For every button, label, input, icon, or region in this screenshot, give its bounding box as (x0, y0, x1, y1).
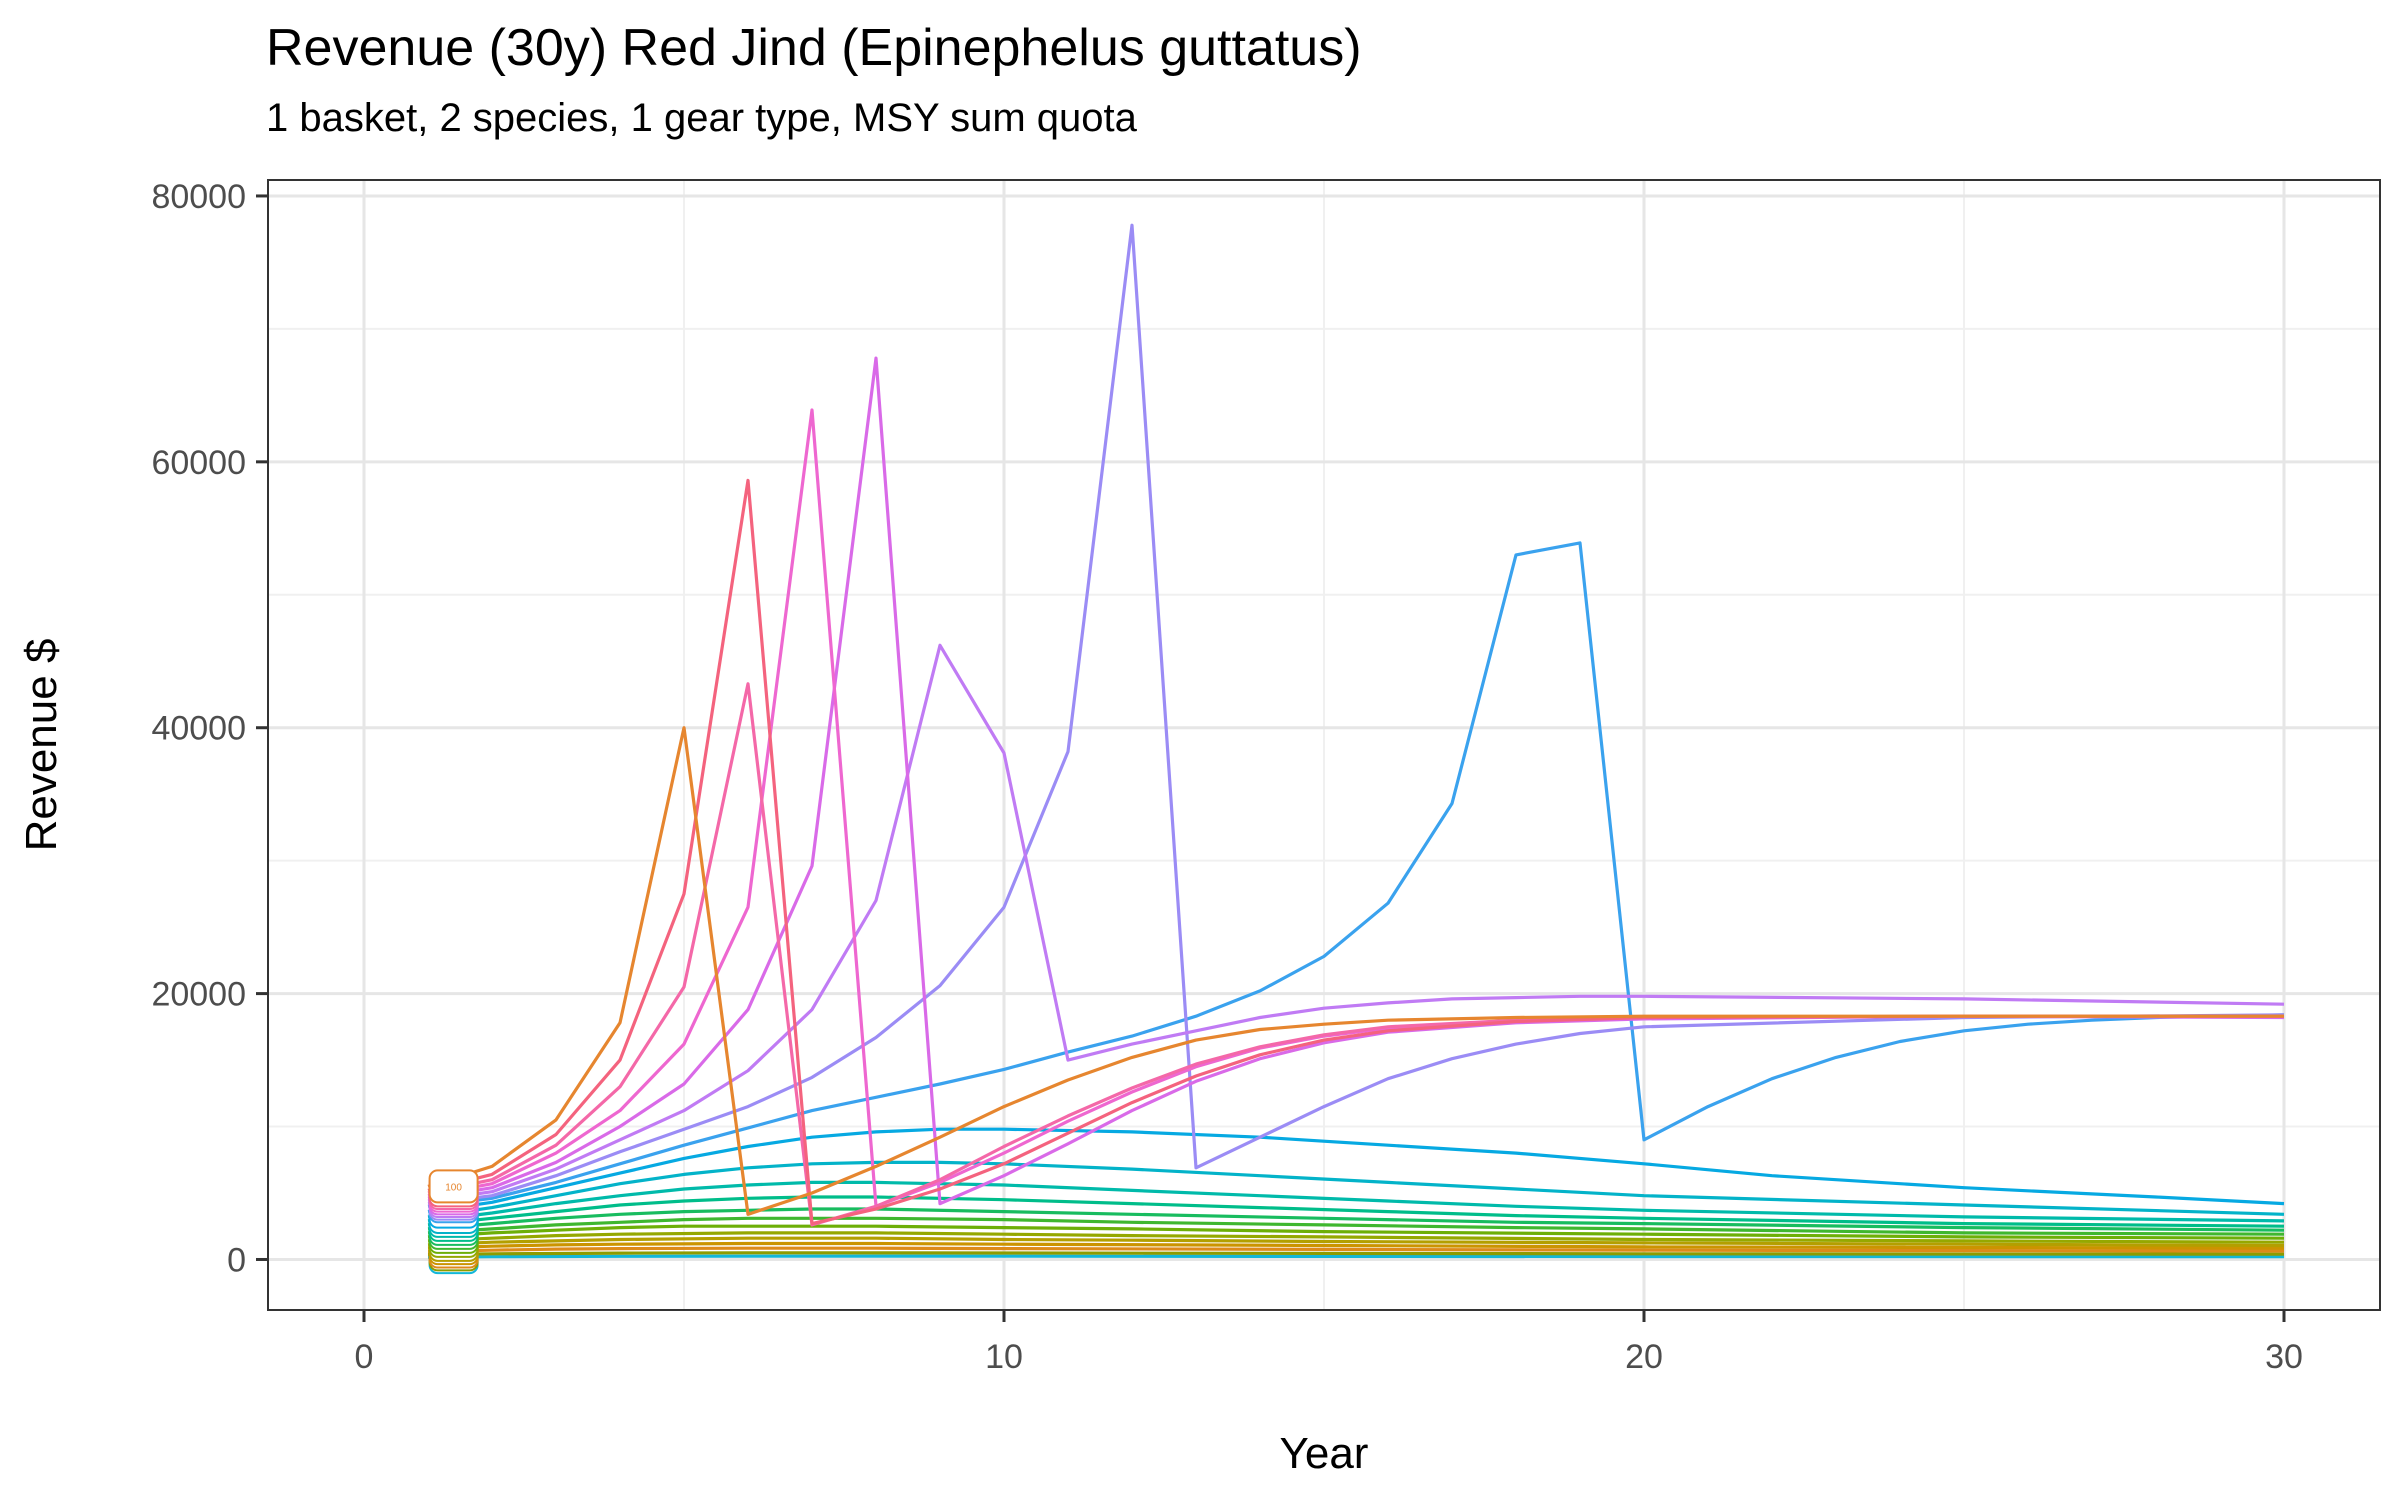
chart-title: Revenue (30y) Red Jind (Epinephelus gutt… (266, 19, 1362, 77)
y-tick-label: 80000 (151, 178, 246, 216)
series-line (427, 1246, 2285, 1254)
y-tick-label: 60000 (151, 444, 246, 482)
x-tick-label: 0 (355, 1338, 374, 1376)
series-line (427, 1127, 2285, 1214)
series-line (427, 1241, 2285, 1250)
y-tick-label: 0 (227, 1241, 246, 1279)
series-line (427, 1231, 2285, 1244)
axes: 0 10 20 30 0 20000 40000 60000 80000 (151, 178, 2302, 1376)
series-line (427, 223, 2285, 1206)
series-line (427, 1216, 2285, 1236)
series-start-marker (428, 1169, 479, 1204)
plot-border (267, 179, 2381, 1311)
series-line (427, 1224, 2285, 1240)
chart-subtitle: 1 basket, 2 species, 1 gear type, MSY su… (266, 96, 1137, 140)
series-line (427, 478, 2284, 1226)
series-start-label: 100 (445, 1182, 462, 1193)
x-tick-label: 20 (1625, 1338, 1663, 1376)
series-line (427, 1251, 2285, 1256)
y-tick-label: 40000 (151, 710, 246, 748)
series-line (427, 1254, 2285, 1259)
x-tick-label: 30 (2265, 1338, 2303, 1376)
series-line (427, 1236, 2285, 1248)
series-lines (427, 223, 2285, 1259)
start-markers: 100 (428, 1169, 479, 1275)
x-tick-label: 10 (985, 1338, 1023, 1376)
series-line (427, 643, 2285, 1203)
series-line (427, 1160, 2285, 1219)
series-line (427, 726, 2284, 1216)
y-axis-label: Revenue $ (17, 639, 66, 852)
grid-lines (268, 180, 2380, 1310)
series-line (427, 682, 2284, 1227)
y-tick-label: 20000 (151, 976, 246, 1014)
x-axis-label: Year (1280, 1429, 1369, 1478)
